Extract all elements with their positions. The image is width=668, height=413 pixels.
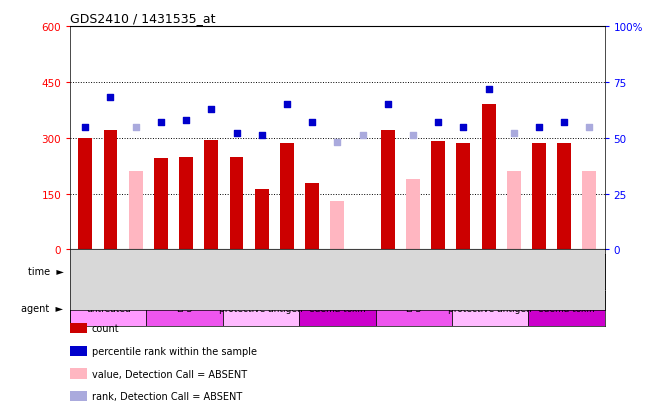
Bar	[528, 291, 605, 326]
Bar	[204, 140, 218, 250]
Point	[206, 106, 216, 113]
Point	[508, 131, 519, 137]
Text: agent  ►: agent ►	[21, 304, 63, 314]
Bar	[482, 105, 496, 250]
Bar	[532, 144, 546, 250]
Bar	[154, 159, 168, 250]
Bar	[223, 291, 299, 326]
Point	[584, 124, 595, 131]
Bar	[255, 190, 269, 250]
Text: LPS: LPS	[176, 304, 192, 313]
Text: count: count	[92, 323, 119, 333]
Bar	[179, 158, 193, 250]
Point	[282, 102, 293, 108]
Text: value, Detection Call = ABSENT: value, Detection Call = ABSENT	[92, 369, 246, 379]
Point	[407, 133, 418, 140]
Point	[156, 119, 166, 126]
Point	[130, 124, 141, 131]
Bar	[104, 131, 118, 250]
Point	[257, 133, 267, 140]
Text: 3 h: 3 h	[253, 266, 269, 277]
Point	[534, 124, 544, 131]
Point	[307, 119, 317, 126]
Point	[80, 124, 91, 131]
Text: LPS: LPS	[405, 304, 422, 313]
Bar	[406, 179, 420, 250]
Bar	[305, 184, 319, 250]
Bar	[129, 172, 142, 250]
Text: untreated: untreated	[86, 304, 131, 313]
Point	[559, 119, 570, 126]
Text: time  ►: time ►	[27, 266, 63, 277]
Bar	[70, 291, 146, 326]
Bar	[375, 254, 605, 289]
Point	[458, 124, 469, 131]
Bar	[230, 158, 243, 250]
Point	[105, 95, 116, 102]
Point	[332, 140, 343, 146]
Text: protective antigen: protective antigen	[219, 304, 303, 313]
Point	[382, 102, 393, 108]
Bar	[146, 291, 223, 326]
Text: 6 h: 6 h	[482, 266, 498, 277]
Text: protective antigen: protective antigen	[448, 304, 532, 313]
Bar	[299, 291, 375, 326]
Bar	[146, 254, 375, 289]
Text: rank, Detection Call = ABSENT: rank, Detection Call = ABSENT	[92, 392, 242, 401]
Point	[433, 119, 444, 126]
Bar	[381, 131, 395, 250]
Bar	[582, 172, 597, 250]
Bar	[557, 144, 571, 250]
Bar	[456, 144, 470, 250]
Text: control: control	[90, 266, 126, 277]
Point	[483, 86, 494, 93]
Bar	[375, 291, 452, 326]
Bar	[452, 291, 528, 326]
Bar	[432, 142, 445, 250]
Bar	[78, 138, 92, 250]
Bar	[70, 254, 146, 289]
Point	[181, 117, 192, 124]
Point	[231, 131, 242, 137]
Bar	[507, 172, 521, 250]
Text: edema toxin: edema toxin	[309, 304, 365, 313]
Text: percentile rank within the sample: percentile rank within the sample	[92, 346, 257, 356]
Bar	[280, 144, 294, 250]
Bar	[331, 202, 344, 250]
Point	[357, 133, 368, 140]
Text: GDS2410 / 1431535_at: GDS2410 / 1431535_at	[70, 12, 216, 25]
Text: edema toxin: edema toxin	[538, 304, 595, 313]
